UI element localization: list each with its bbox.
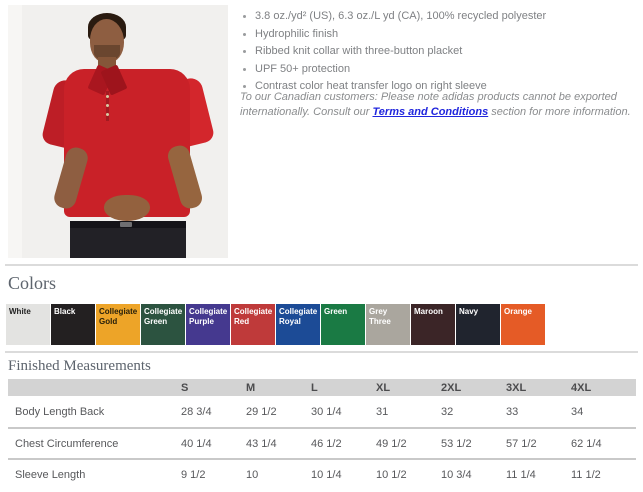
measurement-value: 30 1/4 [311, 405, 342, 418]
measurement-value: 40 1/4 [181, 437, 212, 450]
feature-item: UPF 50+ protection [255, 61, 640, 79]
measurement-value: 11 1/2 [571, 468, 601, 481]
measurement-value: 28 3/4 [181, 405, 212, 418]
header-cell-size: 3XL [506, 381, 527, 394]
canadian-customers-note: To our Canadian customers: Please note a… [240, 90, 640, 119]
section-divider [5, 264, 638, 266]
row-label: Body Length Back [15, 405, 105, 418]
note-text: section for more information. [488, 105, 631, 118]
row-label: Chest Circumference [15, 437, 119, 450]
measurement-value: 33 [506, 405, 519, 418]
header-cell-size: S [181, 381, 189, 394]
polo-button [106, 95, 109, 98]
color-swatch-collegiate-green[interactable]: Collegiate Green [141, 304, 185, 345]
measurement-value: 57 1/2 [506, 437, 537, 450]
model-hands [104, 195, 150, 221]
color-swatch-row: White Black Collegiate Gold Collegiate G… [6, 304, 545, 345]
feature-item: 3.8 oz./yd² (US), 6.3 oz./L yd (CA), 100… [255, 8, 640, 26]
measurement-value: 62 1/4 [571, 437, 602, 450]
header-cell-size: L [311, 381, 318, 394]
polo-shirt-torso [64, 69, 190, 217]
feature-item: Ribbed knit collar with three-button pla… [255, 43, 640, 61]
header-cell-size: M [246, 381, 256, 394]
note-text: To our Canadian customers: Please note a… [240, 91, 617, 118]
color-swatch-white[interactable]: White [6, 304, 50, 345]
color-swatch-black[interactable]: Black [51, 304, 95, 345]
table-row-body-length-back: Body Length Back 28 3/4 29 1/2 30 1/4 31… [8, 396, 636, 427]
color-swatch-green[interactable]: Green [321, 304, 365, 345]
colors-heading: Colors [8, 273, 57, 293]
measurement-value: 10 [246, 468, 259, 481]
header-cell-size: 4XL [571, 381, 592, 394]
finished-measurements-heading: Finished Measurements [8, 358, 151, 374]
color-swatch-orange[interactable]: Orange [501, 304, 545, 345]
header-cell-size: 2XL [441, 381, 462, 394]
measurement-value: 29 1/2 [246, 405, 277, 418]
measurement-value: 10 1/2 [376, 468, 407, 481]
measurement-value: 10 1/4 [311, 468, 342, 481]
measurement-value: 49 1/2 [376, 437, 407, 450]
polo-button [106, 104, 109, 107]
measurements-header-row: S M L XL 2XL 3XL 4XL [8, 379, 636, 396]
polo-button [106, 113, 109, 116]
table-row-sleeve-length: Sleeve Length 9 1/2 10 10 1/4 10 1/2 10 … [8, 458, 636, 489]
row-label: Sleeve Length [15, 468, 86, 481]
model-head [90, 19, 124, 63]
product-photo[interactable] [8, 5, 228, 258]
belt-buckle [120, 222, 132, 227]
header-cell-size: XL [376, 381, 391, 394]
color-swatch-grey-three[interactable]: Grey Three [366, 304, 410, 345]
measurement-value: 46 1/2 [311, 437, 342, 450]
measurement-value: 9 1/2 [181, 468, 206, 481]
measurement-value: 53 1/2 [441, 437, 472, 450]
measurement-value: 10 3/4 [441, 468, 472, 481]
feature-bullet-list: 3.8 oz./yd² (US), 6.3 oz./L yd (CA), 100… [254, 8, 640, 96]
terms-and-conditions-link[interactable]: Terms and Conditions [372, 105, 489, 118]
measurement-value: 31 [376, 405, 389, 418]
color-swatch-collegiate-gold[interactable]: Collegiate Gold [96, 304, 140, 345]
color-swatch-maroon[interactable]: Maroon [411, 304, 455, 345]
measurement-value: 32 [441, 405, 454, 418]
measurement-value: 43 1/4 [246, 437, 277, 450]
measurement-value: 34 [571, 405, 584, 418]
table-row-chest-circumference: Chest Circumference 40 1/4 43 1/4 46 1/2… [8, 427, 636, 458]
color-swatch-collegiate-purple[interactable]: Collegiate Purple [186, 304, 230, 345]
feature-item: Hydrophilic finish [255, 26, 640, 44]
photo-background [8, 5, 22, 258]
section-divider [5, 351, 638, 353]
color-swatch-collegiate-red[interactable]: Collegiate Red [231, 304, 275, 345]
feature-item: Contrast color heat transfer logo on rig… [255, 78, 640, 96]
color-swatch-navy[interactable]: Navy [456, 304, 500, 345]
measurements-table: S M L XL 2XL 3XL 4XL Body Length Back 28… [8, 379, 636, 489]
measurement-value: 11 1/4 [506, 468, 536, 481]
color-swatch-collegiate-royal[interactable]: Collegiate Royal [276, 304, 320, 345]
